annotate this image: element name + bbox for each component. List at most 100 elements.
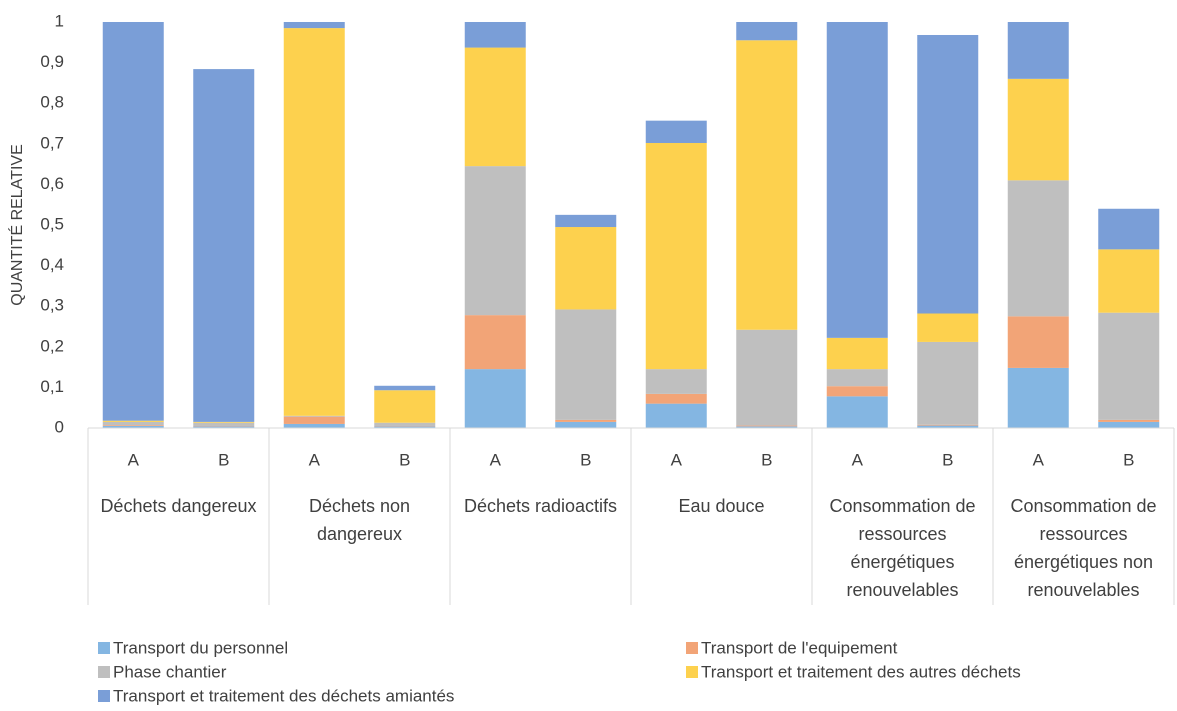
bar-segment [1098, 312, 1160, 420]
x-tick-label: A [852, 450, 864, 469]
bar-segment [374, 426, 436, 428]
legend-label: Phase chantier [113, 662, 227, 681]
bar-segment [1007, 367, 1069, 428]
bar-segment [645, 142, 707, 370]
bar-segment [1098, 249, 1160, 313]
bar-segment [826, 369, 888, 387]
bar-segment [736, 40, 798, 330]
bar-segment [374, 422, 436, 426]
bar-segment [826, 396, 888, 428]
bar-segment [1098, 419, 1160, 422]
bar-segment [826, 22, 888, 338]
legend-swatch [98, 690, 110, 702]
bar-segment [736, 426, 798, 428]
bar-segment [645, 403, 707, 428]
bar-segment [917, 341, 979, 425]
bar-segment [464, 369, 526, 428]
bar-segment [102, 425, 164, 426]
legend-label: Transport et traitement des autres déche… [701, 662, 1021, 681]
legend-label: Transport de l'equipement [701, 638, 898, 657]
y-tick-label: 0,3 [40, 296, 64, 315]
group-label: Eau douce [678, 496, 765, 516]
bar-segment [736, 329, 798, 426]
group-label: Déchets dangereux [100, 496, 257, 516]
bar-segment [645, 120, 707, 143]
bar-segment [464, 22, 526, 48]
bar-segment [374, 390, 436, 423]
y-tick-label: 0,9 [40, 52, 64, 71]
group-label: Consommation de ressources énergétiques … [829, 496, 976, 600]
group-label: Déchets radioactifs [463, 496, 618, 516]
bar-segment [283, 423, 345, 428]
x-tick-label: A [1033, 450, 1045, 469]
group-label: Consommation de ressources énergétiques … [1010, 496, 1157, 600]
y-tick-label: 0,1 [40, 377, 64, 396]
bar-segment [1007, 316, 1069, 368]
y-tick-label: 0,4 [40, 255, 64, 274]
y-tick-label: 0,6 [40, 174, 64, 193]
bar-segment [464, 166, 526, 316]
bar-segment [555, 227, 617, 310]
legend-swatch [98, 666, 110, 678]
bar-segment [1098, 208, 1160, 250]
x-tick-label: B [218, 450, 229, 469]
bar-segment [374, 385, 436, 391]
x-tick-label: A [309, 450, 321, 469]
legend-label: Transport et traitement des déchets amia… [113, 686, 454, 705]
bar-segment [917, 34, 979, 314]
group-label: Déchets non dangereux [308, 496, 411, 544]
y-axis-label: QUANTITÉ RELATIVE [7, 144, 26, 306]
legend-swatch [686, 666, 698, 678]
bar-segment [193, 69, 255, 422]
bar-segment [102, 22, 164, 421]
y-tick-label: 0 [55, 417, 64, 436]
bar-segment [555, 419, 617, 422]
bar-segment [555, 421, 617, 428]
bar-segment [917, 313, 979, 342]
y-tick-label: 0,2 [40, 336, 64, 355]
x-tick-label: A [128, 450, 140, 469]
bar-segment [917, 425, 979, 428]
bar-segment [1007, 22, 1069, 79]
bar-segment [917, 424, 979, 426]
bar-segment [102, 420, 164, 422]
x-tick-label: B [761, 450, 772, 469]
bar-segment [283, 28, 345, 416]
bar-segment [645, 393, 707, 404]
bar-segment [102, 421, 164, 426]
bar-segment [464, 47, 526, 167]
bar-segment [283, 415, 345, 417]
x-tick-label: B [580, 450, 591, 469]
bar-segment [283, 22, 345, 29]
bar-segment [736, 425, 798, 427]
bar-segment [1007, 78, 1069, 181]
y-tick-label: 0,8 [40, 93, 64, 112]
bar-segment [555, 309, 617, 420]
bar-segment [102, 425, 164, 428]
bar-segment [193, 422, 255, 426]
legend-label: Transport du personnel [113, 638, 288, 657]
bar-segment [193, 426, 255, 428]
bar-segment [826, 386, 888, 397]
legend-swatch [686, 642, 698, 654]
y-tick-label: 0,5 [40, 214, 64, 233]
bar-segment [1098, 421, 1160, 428]
legend-swatch [98, 642, 110, 654]
y-tick-label: 1 [55, 11, 64, 30]
bar-segment [736, 22, 798, 41]
bar-segment [555, 214, 617, 228]
bar-segment [193, 421, 255, 423]
bar-segment [283, 416, 345, 424]
y-tick-label: 0,7 [40, 133, 64, 152]
bar-segment [826, 337, 888, 370]
bar-segment [1007, 180, 1069, 317]
bar-segment [645, 369, 707, 394]
x-tick-label: A [671, 450, 683, 469]
bar-segment [464, 315, 526, 370]
x-tick-label: B [942, 450, 953, 469]
x-tick-label: B [1123, 450, 1134, 469]
x-tick-label: B [399, 450, 410, 469]
x-tick-label: A [490, 450, 502, 469]
